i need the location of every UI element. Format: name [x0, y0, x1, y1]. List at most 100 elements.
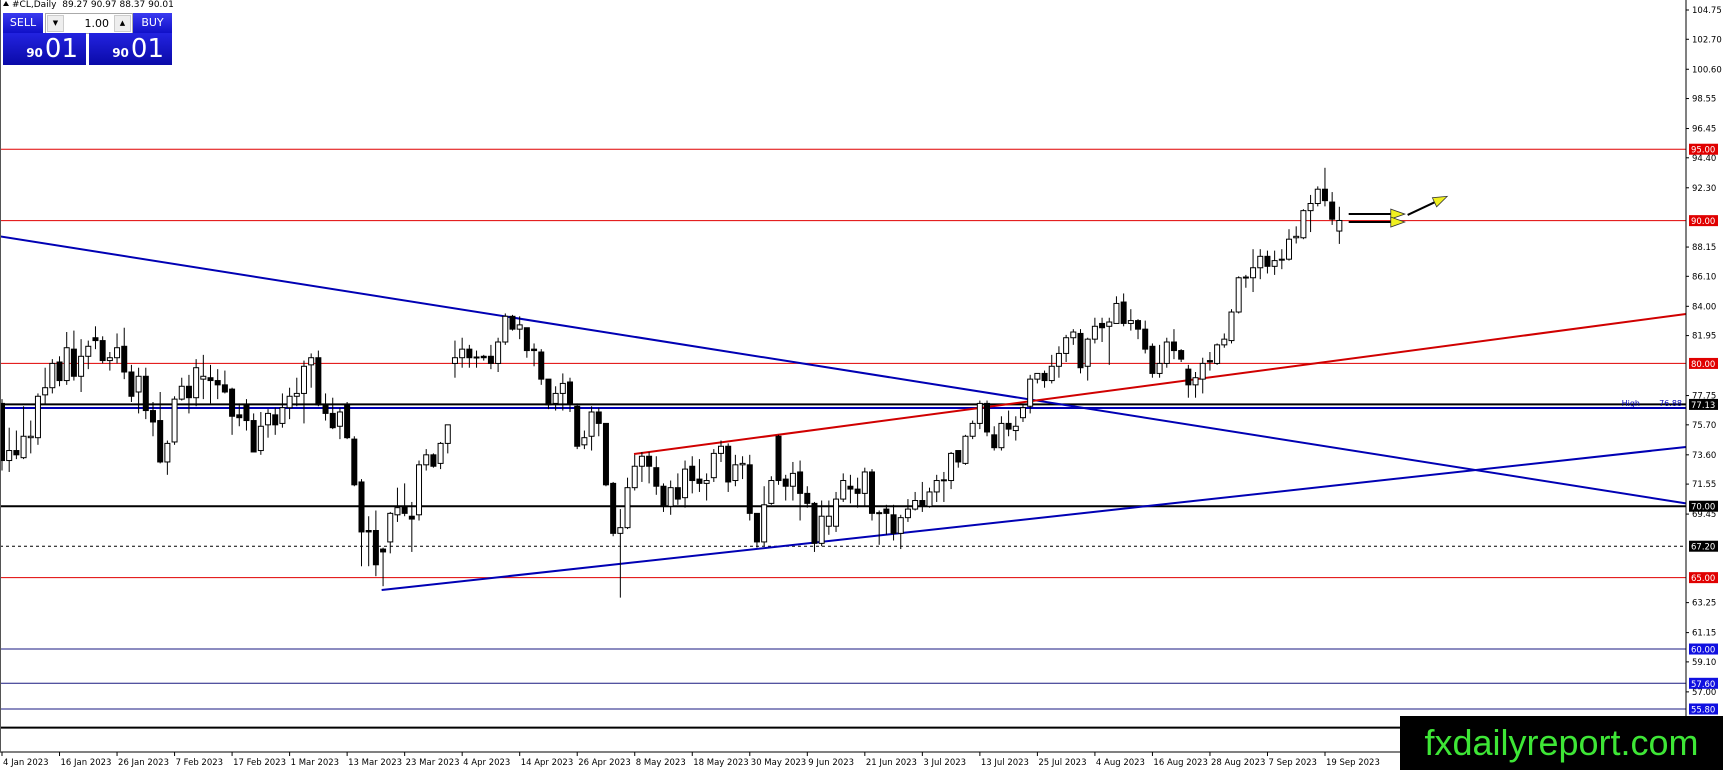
price-level-tag: [1689, 540, 1718, 552]
candle: [401, 483, 408, 517]
bear-candle-body: [214, 380, 221, 386]
lot-size-stepper[interactable]: ▼ 1.00 ▲: [45, 13, 133, 34]
bull-candle-body: [265, 412, 272, 426]
bear-candle-body: [250, 420, 257, 453]
candle: [243, 399, 250, 431]
bull-candle-body: [1163, 341, 1170, 364]
bull-candle-body: [1336, 219, 1343, 232]
bull-candle-body: [473, 356, 480, 359]
candle: [193, 359, 200, 407]
candle: [1214, 343, 1221, 365]
price-level-tag-text: 77.13: [1691, 401, 1715, 411]
candle: [459, 337, 466, 368]
increase-lot-button[interactable]: ▲: [114, 15, 131, 32]
bull-candle-body: [106, 357, 113, 362]
x-tick-label: 16 Jan 2023: [61, 758, 112, 768]
candle: [660, 483, 667, 512]
candle: [358, 479, 365, 567]
candle: [13, 430, 20, 460]
bear-candle-body: [775, 435, 782, 482]
bull-candle-body: [976, 402, 983, 424]
candle: [912, 491, 919, 511]
candle: [725, 443, 732, 492]
bear-candle-body: [365, 530, 372, 533]
sell-price-button[interactable]: 9001: [3, 33, 86, 65]
y-tick-label: 100.60: [1692, 65, 1722, 75]
arrow-shaft: [1407, 201, 1435, 216]
x-tick-label: 7 Sep 2023: [1268, 758, 1316, 768]
candle: [588, 406, 595, 451]
candle: [1257, 249, 1264, 280]
x-tick-label: 28 Aug 2023: [1211, 758, 1265, 768]
candle: [236, 403, 243, 427]
price-level-tag: [1689, 703, 1718, 715]
bear-candle-body: [854, 488, 861, 494]
candle: [286, 387, 293, 420]
candle: [78, 339, 85, 392]
bull-candle-body: [1314, 188, 1321, 204]
bull-candle-body: [682, 468, 689, 499]
bear-candle-body: [955, 450, 962, 463]
price-level-tag-text: 90.00: [1691, 217, 1715, 227]
bear-candle-body: [689, 465, 696, 482]
candle: [1135, 319, 1142, 340]
price-level-tag-text: 80.00: [1691, 360, 1715, 370]
candle: [818, 500, 825, 547]
candle: [574, 403, 581, 450]
bull-candle-body: [912, 500, 919, 510]
bull-candle-body: [638, 455, 645, 467]
candle: [1228, 309, 1235, 344]
candle: [1278, 249, 1285, 270]
bull-candle-body: [63, 347, 70, 382]
buy-button[interactable]: BUY: [133, 13, 172, 33]
bull-candle-body: [1055, 352, 1062, 367]
price-level-tag: [1689, 143, 1718, 155]
bear-candle-body: [128, 371, 135, 397]
bull-candle-body: [581, 437, 588, 446]
sell-button[interactable]: SELL: [3, 13, 43, 33]
bull-candle-body: [114, 347, 121, 359]
bull-candle-body: [1271, 260, 1278, 267]
bull-candle-body: [279, 407, 286, 424]
candle: [1307, 194, 1314, 233]
x-tick-label: 9 Jun 2023: [808, 758, 854, 768]
bear-candle-body: [142, 375, 149, 412]
bear-candle-body: [380, 548, 387, 553]
candle: [1192, 371, 1199, 398]
candle: [106, 352, 113, 371]
buy-price-button[interactable]: 9001: [89, 33, 172, 65]
bear-candle-body: [797, 471, 804, 494]
price-level-tag-text: 60.00: [1691, 646, 1715, 656]
candle: [300, 360, 307, 424]
bull-candle-body: [286, 395, 293, 409]
bull-candle-body: [135, 375, 142, 393]
price-level-tag: [1689, 572, 1718, 584]
candle: [646, 451, 653, 484]
bear-candle-body: [1149, 345, 1156, 374]
decrease-lot-button[interactable]: ▼: [47, 15, 64, 32]
candle: [0, 399, 5, 471]
bull-candle-body: [789, 472, 796, 487]
y-tick-label: 102.70: [1692, 35, 1722, 45]
bull-candle-body: [933, 480, 940, 493]
x-tick-label: 13 Jul 2023: [981, 758, 1029, 768]
bull-candle-body: [85, 345, 92, 357]
candle: [840, 473, 847, 502]
price-level-tag: [1689, 357, 1718, 369]
bear-candle-body: [595, 411, 602, 424]
bear-candle-body: [480, 355, 487, 359]
lot-size-input[interactable]: 1.00: [84, 17, 110, 30]
candle: [581, 430, 588, 450]
bull-candle-body: [171, 398, 178, 443]
bull-candle-body: [840, 480, 847, 500]
candle: [854, 477, 861, 508]
candle: [451, 340, 458, 378]
bear-candle-body: [185, 385, 192, 399]
candle: [833, 491, 840, 532]
price-level-tag: [1689, 215, 1718, 227]
candle: [969, 420, 976, 440]
candle: [984, 400, 991, 437]
bear-candle-body: [236, 414, 243, 419]
candle: [265, 409, 272, 438]
